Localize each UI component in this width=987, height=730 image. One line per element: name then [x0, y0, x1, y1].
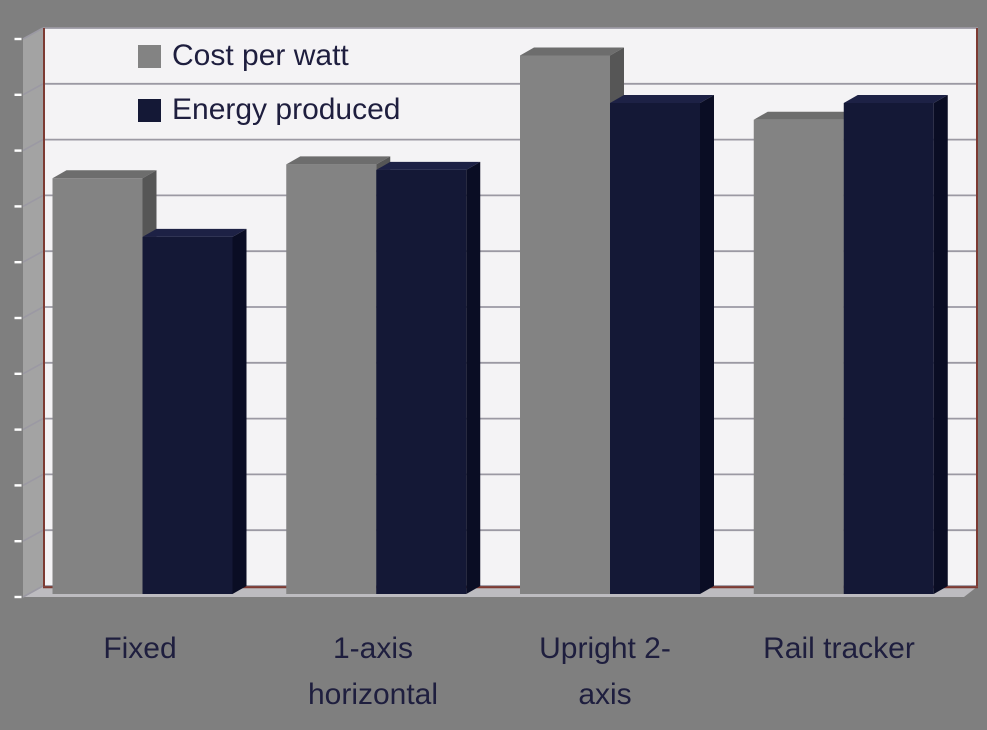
bar-side-face: [466, 161, 481, 595]
gridline-wall-segment: [22, 250, 44, 263]
bar-top-face: [52, 170, 157, 179]
bar-cost-per-watt-rail-tracker[interactable]: [753, 111, 858, 594]
plot-floor: [23, 586, 978, 597]
bar-energy-produced-fixed[interactable]: [142, 228, 247, 594]
value-axis-tick: [14, 93, 22, 96]
gridline-wall-segment: [22, 529, 44, 542]
category-label-line: axis: [578, 678, 632, 711]
gridline-wall-segment: [22, 362, 44, 375]
value-axis-tick: [14, 37, 22, 41]
value-axis-tick: [14, 595, 22, 599]
legend-label-cost-per-watt: Cost per watt: [172, 39, 349, 72]
bar-top-face: [843, 94, 948, 103]
category-label-upright-2-axis: Upright 2- axis: [465, 626, 745, 718]
bar-top-face: [753, 111, 858, 120]
bar-side-face: [933, 94, 948, 595]
bar-front-face: [753, 119, 844, 594]
legend-swatch-cost-per-watt: [138, 44, 161, 68]
gridline-wall-segment: [22, 585, 44, 598]
bar-front-face: [610, 102, 700, 595]
legend-item-energy-produced[interactable]: Energy produced: [138, 95, 401, 125]
gridline-wall-segment: [22, 83, 44, 96]
bar-energy-produced-upright-2-axis[interactable]: [610, 94, 714, 595]
value-axis-tick: [14, 540, 22, 543]
bar-front-face: [286, 164, 377, 594]
category-label-line: horizontal: [307, 678, 439, 711]
bar-front-face: [843, 102, 934, 595]
gridline-wall-segment: [22, 417, 44, 431]
value-axis-tick: [14, 316, 22, 320]
gridline-wall-segment: [22, 306, 44, 319]
gridline-wall-segment: [22, 138, 44, 152]
bar-energy-produced-1-axis-horizontal[interactable]: [376, 161, 481, 595]
gridline-wall-segment: [22, 27, 44, 40]
bar-cost-per-watt-fixed[interactable]: [52, 170, 157, 595]
bar-top-face: [286, 156, 391, 165]
category-label-line: Upright 2-: [539, 632, 671, 665]
bar-front-face: [142, 236, 233, 594]
bar-top-face: [376, 161, 481, 170]
value-axis-tick: [14, 372, 22, 375]
legend-swatch-energy-produced: [138, 98, 161, 122]
gridline-wall-segment: [22, 194, 44, 208]
bar-top-face: [610, 94, 714, 103]
bar-side-face: [700, 94, 714, 595]
category-label-1-axis-horizontal: 1-axis horizontal: [233, 626, 513, 718]
legend-label-energy-produced: Energy produced: [172, 93, 401, 126]
bar-front-face: [52, 178, 143, 595]
value-axis-tick: [14, 484, 22, 487]
value-axis-tick: [14, 428, 22, 431]
bar-top-face: [142, 228, 247, 237]
gridline-wall-segment: [22, 473, 44, 487]
bar-side-face: [232, 228, 247, 594]
bar-top-face: [520, 47, 624, 56]
value-axis-tick: [14, 149, 22, 152]
bar-cost-per-watt-1-axis-horizontal[interactable]: [286, 156, 391, 594]
legend-item-cost-per-watt[interactable]: Cost per watt: [138, 41, 349, 71]
bar-cost-per-watt-upright-2-axis[interactable]: [520, 47, 624, 594]
value-axis-ticks: [14, 37, 22, 599]
bar-front-face: [376, 169, 467, 595]
category-label-fixed: Fixed: [0, 626, 280, 672]
category-label-line: 1-axis: [332, 632, 414, 665]
category-label-line: Fixed: [103, 632, 177, 665]
category-label-line: Rail tracker: [763, 632, 915, 665]
value-axis-tick: [14, 205, 22, 208]
value-axis-tick: [14, 261, 22, 264]
bar-front-face: [520, 55, 610, 594]
bar-energy-produced-rail-tracker[interactable]: [843, 94, 948, 595]
category-label-rail-tracker: Rail tracker: [699, 626, 979, 672]
